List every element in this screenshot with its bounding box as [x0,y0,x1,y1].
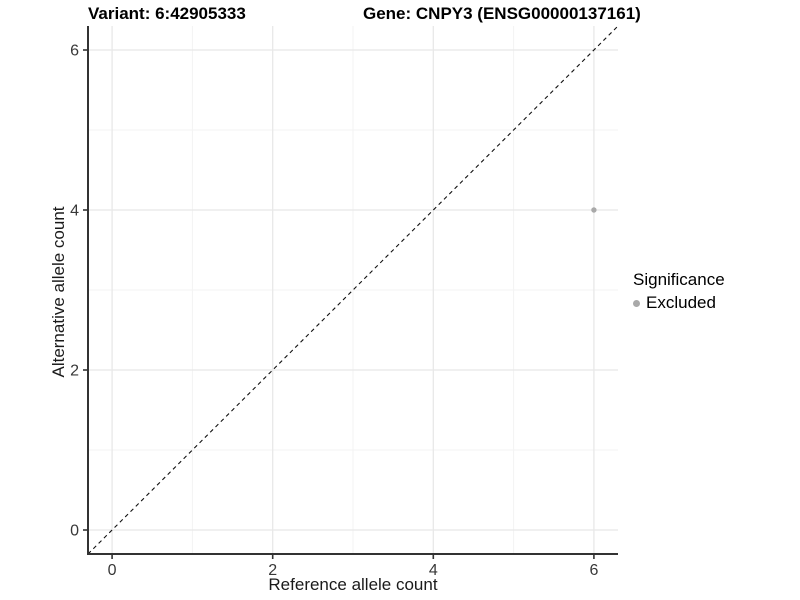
y-tick-label: 4 [70,203,79,220]
legend-title: Significance [633,270,725,289]
legend-item-label: Excluded [646,293,716,312]
y-tick-label: 0 [70,523,79,540]
x-tick-label: 6 [589,562,598,579]
data-point [591,207,597,213]
x-tick-label: 2 [268,562,277,579]
legend-item-excluded: Excluded [633,293,725,313]
x-tick-label: 4 [429,562,438,579]
gene-title: Gene: CNPY3 (ENSG00000137161) [363,4,641,23]
y-tick-label: 2 [70,363,79,380]
legend: Significance Excluded [633,270,725,313]
identity-dashed-line [87,25,619,555]
y-tick-label: 6 [70,43,79,60]
variant-title: Variant: 6:42905333 [88,4,246,23]
y-axis-title: Alternative allele count [49,206,68,378]
x-tick-label: 0 [108,562,117,579]
x-axis-title: Reference allele count [268,575,438,594]
legend-point-icon [633,299,640,307]
